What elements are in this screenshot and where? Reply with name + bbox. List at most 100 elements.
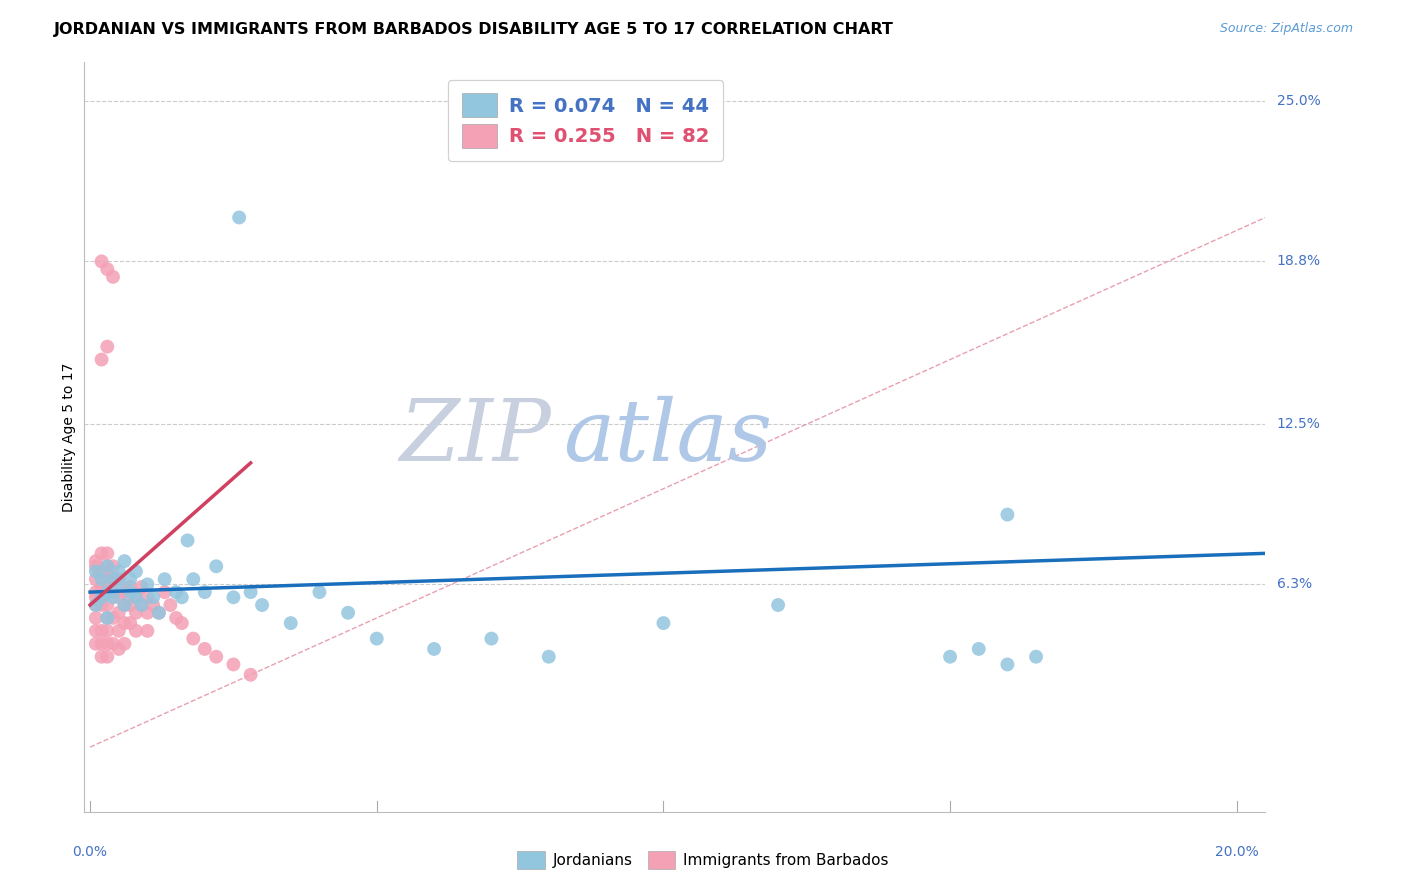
Point xyxy=(96,340,118,354)
Point xyxy=(205,649,228,664)
Point xyxy=(181,632,204,646)
Point xyxy=(176,533,198,548)
Point xyxy=(96,546,118,560)
Point xyxy=(250,598,273,612)
Point xyxy=(125,606,148,620)
Point xyxy=(96,572,118,586)
Point xyxy=(107,572,129,586)
Point xyxy=(120,580,142,594)
Point xyxy=(205,559,228,574)
Point xyxy=(90,254,112,268)
Point xyxy=(96,598,118,612)
Point xyxy=(967,642,990,657)
Text: ZIP: ZIP xyxy=(399,396,551,478)
Point xyxy=(125,565,148,579)
Point xyxy=(170,591,193,605)
Point xyxy=(101,572,124,586)
Point xyxy=(114,585,136,599)
Text: JORDANIAN VS IMMIGRANTS FROM BARBADOS DISABILITY AGE 5 TO 17 CORRELATION CHART: JORDANIAN VS IMMIGRANTS FROM BARBADOS DI… xyxy=(53,22,893,37)
Point xyxy=(101,269,124,284)
Point xyxy=(84,611,107,625)
Point xyxy=(114,616,136,631)
Point xyxy=(125,624,148,638)
Point xyxy=(101,572,124,586)
Point xyxy=(222,591,245,605)
Point xyxy=(84,572,107,586)
Point xyxy=(136,624,159,638)
Point xyxy=(84,598,107,612)
Point xyxy=(114,637,136,651)
Point xyxy=(84,598,107,612)
Text: 20.0%: 20.0% xyxy=(1215,846,1258,859)
Point xyxy=(131,598,153,612)
Point xyxy=(84,637,107,651)
Point xyxy=(84,624,107,638)
Point xyxy=(114,598,136,612)
Text: 18.8%: 18.8% xyxy=(1277,254,1322,268)
Point xyxy=(481,632,503,646)
Point xyxy=(239,667,262,681)
Text: atlas: atlas xyxy=(562,396,772,478)
Point xyxy=(90,649,112,664)
Point xyxy=(90,580,112,594)
Point xyxy=(107,606,129,620)
Point xyxy=(84,554,107,568)
Point xyxy=(120,585,142,599)
Point xyxy=(120,598,142,612)
Point xyxy=(107,591,129,605)
Point xyxy=(90,591,112,605)
Point xyxy=(766,598,789,612)
Legend: Jordanians, Immigrants from Barbados: Jordanians, Immigrants from Barbados xyxy=(512,845,894,875)
Point xyxy=(101,637,124,651)
Point xyxy=(131,580,153,594)
Point xyxy=(90,585,112,599)
Point xyxy=(84,559,107,574)
Point xyxy=(222,657,245,672)
Point xyxy=(90,352,112,367)
Point xyxy=(96,559,118,574)
Point xyxy=(153,585,176,599)
Y-axis label: Disability Age 5 to 17: Disability Age 5 to 17 xyxy=(62,362,76,512)
Point xyxy=(280,616,302,631)
Point xyxy=(125,591,148,605)
Point xyxy=(101,611,124,625)
Point xyxy=(120,572,142,586)
Text: 0.0%: 0.0% xyxy=(73,846,108,859)
Point xyxy=(96,585,118,599)
Text: Source: ZipAtlas.com: Source: ZipAtlas.com xyxy=(1219,22,1353,36)
Point xyxy=(997,657,1019,672)
Point xyxy=(107,624,129,638)
Legend: R = 0.074   N = 44, R = 0.255   N = 82: R = 0.074 N = 44, R = 0.255 N = 82 xyxy=(449,79,723,161)
Point xyxy=(114,598,136,612)
Point xyxy=(194,642,217,657)
Point xyxy=(96,624,118,638)
Point xyxy=(142,591,165,605)
Point xyxy=(537,649,560,664)
Point xyxy=(90,637,112,651)
Point xyxy=(136,606,159,620)
Point xyxy=(125,591,148,605)
Text: 12.5%: 12.5% xyxy=(1277,417,1320,431)
Point xyxy=(84,585,107,599)
Point xyxy=(142,598,165,612)
Point xyxy=(181,572,204,586)
Point xyxy=(107,642,129,657)
Point xyxy=(165,585,187,599)
Point xyxy=(423,642,446,657)
Point xyxy=(101,559,124,574)
Point xyxy=(239,585,262,599)
Point xyxy=(96,611,118,625)
Point xyxy=(96,262,118,277)
Point xyxy=(107,577,129,591)
Point xyxy=(101,585,124,599)
Point xyxy=(366,632,388,646)
Point xyxy=(136,577,159,591)
Point xyxy=(148,606,170,620)
Point xyxy=(84,565,107,579)
Point xyxy=(170,616,193,631)
Point xyxy=(1025,649,1047,664)
Point xyxy=(136,591,159,605)
Point xyxy=(90,565,112,579)
Point xyxy=(308,585,330,599)
Point xyxy=(107,565,129,579)
